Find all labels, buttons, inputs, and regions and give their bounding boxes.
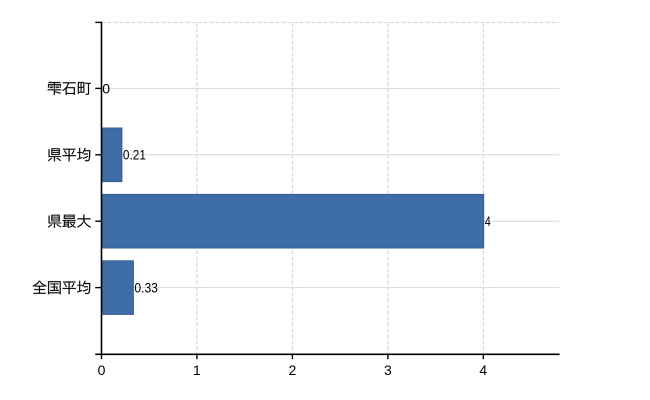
svg-text:2: 2 <box>289 362 297 378</box>
svg-text:4: 4 <box>479 362 487 378</box>
svg-text:0: 0 <box>98 362 106 378</box>
svg-text:3: 3 <box>384 362 392 378</box>
svg-text:1: 1 <box>193 362 201 378</box>
svg-text:0.33: 0.33 <box>134 280 158 296</box>
svg-text:4: 4 <box>485 213 491 229</box>
svg-text:0: 0 <box>102 80 110 96</box>
svg-text:0.21: 0.21 <box>123 147 146 163</box>
